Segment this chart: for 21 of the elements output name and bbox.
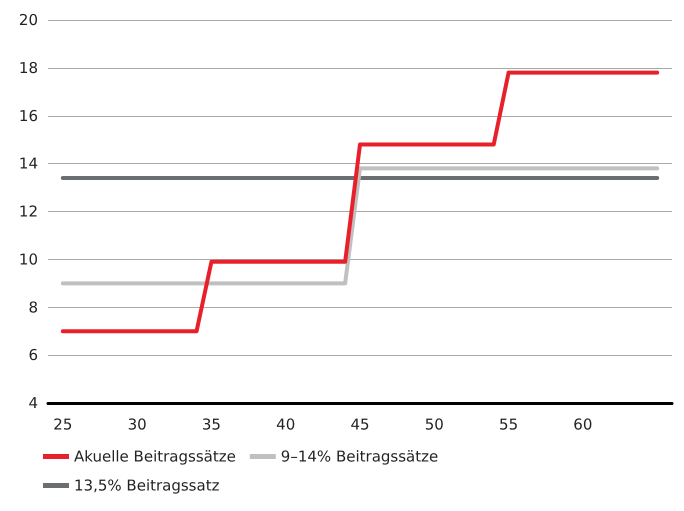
- legend-label: Akuelle Beitragssätze: [74, 448, 236, 466]
- x-tick-label: 50: [424, 416, 444, 434]
- x-tick-label: 25: [53, 416, 72, 434]
- x-tick-label: 30: [128, 416, 147, 434]
- y-tick-label: 8: [28, 298, 38, 316]
- line-series: [60, 70, 660, 334]
- y-tick-label: 16: [18, 106, 38, 125]
- x-tick-label: 55: [499, 416, 518, 434]
- x-tick-label: 40: [276, 416, 296, 434]
- y-tick-label: 20: [18, 11, 38, 29]
- y-tick-label: 18: [18, 58, 38, 77]
- x-tick-label: 45: [350, 416, 370, 434]
- x-tick-label: 35: [202, 416, 221, 434]
- y-tick-label: 12: [18, 202, 38, 220]
- y-tick-label: 14: [18, 154, 38, 173]
- x-tick-label: 60: [573, 416, 592, 434]
- y-tick-label: 6: [28, 346, 38, 364]
- legend-label: 13,5% Beitragssatz: [74, 476, 220, 494]
- y-tick-label: 4: [28, 394, 38, 412]
- legend-label: 9–14% Beitragssätze: [280, 448, 438, 466]
- y-tick-label: 10: [18, 250, 38, 268]
